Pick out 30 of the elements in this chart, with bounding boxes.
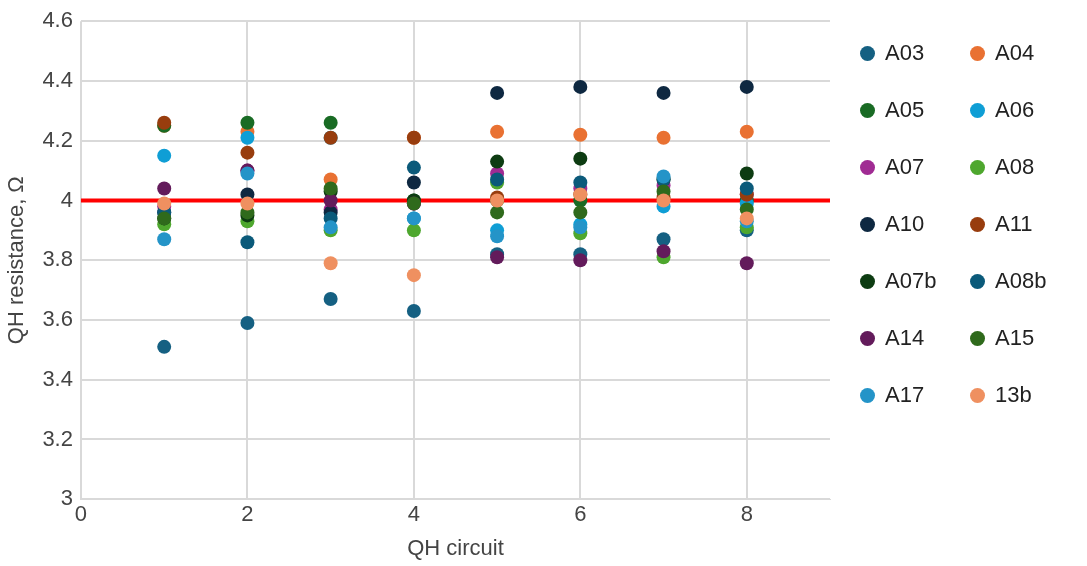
- legend-label: A03: [885, 40, 925, 66]
- legend-label: A17: [885, 382, 925, 408]
- legend-label: A05: [885, 97, 925, 123]
- legend-label: A07b: [885, 268, 937, 294]
- x-tick-label: 2: [241, 501, 254, 527]
- x-tick-label: 4: [407, 501, 420, 527]
- y-tick-label: 3.4: [42, 365, 73, 391]
- y-tick-label: 3: [60, 485, 73, 511]
- legend-label: A06: [995, 97, 1035, 123]
- legend-label: A08b: [995, 268, 1047, 294]
- x-axis-title: QH circuit: [407, 534, 504, 560]
- x-tick-label: 0: [74, 501, 88, 527]
- y-tick-label: 3.6: [42, 306, 73, 332]
- y-tick-label: 3.2: [42, 425, 73, 451]
- y-tick-label: 4.4: [42, 67, 73, 93]
- legend-label: A04: [995, 40, 1035, 66]
- legend-label: A10: [885, 211, 925, 237]
- legend-label: A15: [995, 325, 1035, 351]
- legend-label: A08: [995, 154, 1035, 180]
- y-tick-label: 4.2: [42, 126, 73, 152]
- x-tick-label: 8: [740, 501, 753, 527]
- legend-label: A14: [885, 325, 925, 351]
- x-tick-label: 6: [574, 501, 587, 527]
- legend-label: 13b: [995, 382, 1032, 408]
- y-tick-label: 4.6: [42, 7, 73, 33]
- y-tick-label: 4: [60, 186, 73, 212]
- legend-label: A11: [995, 211, 1033, 237]
- y-axis-title: QH resistance, Ω: [3, 176, 29, 345]
- legend-label: A07: [885, 154, 925, 180]
- y-tick-label: 3.8: [42, 246, 73, 272]
